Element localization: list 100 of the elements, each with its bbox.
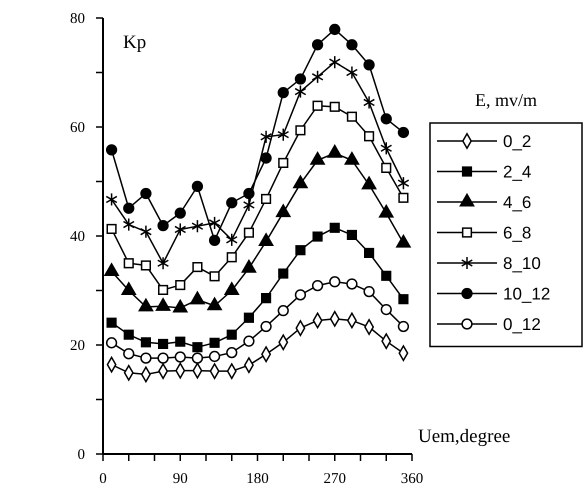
point [174, 207, 186, 219]
point [312, 100, 323, 111]
legend-label: 6_8 [503, 224, 532, 242]
point [226, 330, 237, 340]
point [123, 348, 134, 360]
point [330, 222, 340, 233]
point [380, 304, 392, 316]
point [208, 350, 220, 362]
point [363, 59, 375, 70]
point [381, 270, 392, 281]
point [175, 280, 186, 290]
point [294, 289, 306, 300]
legend-label: 0_2 [503, 132, 532, 151]
point [278, 158, 288, 168]
point [140, 337, 151, 348]
point [210, 271, 220, 282]
point [260, 152, 272, 164]
point [260, 320, 272, 332]
point [364, 131, 374, 142]
x-tick-label: 180 [246, 471, 269, 487]
point [328, 55, 341, 69]
point [278, 87, 289, 98]
point [244, 228, 254, 238]
point [346, 112, 357, 122]
point [260, 130, 272, 144]
point [312, 70, 324, 84]
point [242, 198, 255, 212]
point [294, 73, 306, 85]
point [363, 286, 375, 298]
point [398, 126, 410, 138]
point [295, 125, 306, 136]
point [346, 230, 357, 240]
point [106, 337, 118, 348]
x-tick-label: 0 [99, 471, 107, 487]
point [192, 262, 202, 272]
point [243, 188, 255, 200]
point [140, 188, 152, 200]
legend-label: 2_4 [503, 162, 532, 182]
point [312, 231, 323, 242]
y-tick-label: 60 [70, 120, 85, 136]
point [363, 96, 376, 110]
point [329, 24, 340, 36]
point [140, 352, 152, 364]
point [346, 278, 358, 290]
point [123, 202, 134, 214]
point [210, 338, 220, 348]
point [244, 312, 254, 323]
legend-label: 10_12 [503, 284, 550, 304]
point [175, 336, 186, 347]
point [192, 352, 204, 364]
point [140, 260, 151, 271]
point [192, 342, 202, 352]
point [158, 338, 168, 349]
point [106, 318, 117, 328]
point [124, 330, 134, 340]
point [243, 336, 255, 347]
point [106, 224, 117, 234]
point [381, 162, 392, 173]
point [294, 84, 306, 98]
point [140, 224, 152, 238]
point [174, 351, 186, 363]
y-tick-label: 0 [78, 447, 85, 463]
point [380, 113, 392, 124]
point [278, 268, 288, 279]
point [208, 216, 221, 230]
point [158, 284, 168, 296]
point [346, 66, 358, 80]
point [312, 280, 324, 292]
point [106, 192, 118, 206]
point [277, 128, 290, 142]
y-tick-label: 20 [70, 338, 85, 354]
point [261, 293, 272, 304]
x-tick-label: 90 [172, 471, 188, 487]
point [398, 192, 408, 203]
legend-label: 8_10 [503, 254, 541, 273]
point [191, 219, 204, 233]
point [226, 233, 238, 247]
point [157, 352, 169, 364]
point [278, 305, 289, 316]
x-tick-label: 270 [324, 471, 346, 487]
point [261, 194, 272, 204]
x-tick-label: 360 [400, 471, 424, 487]
point [346, 39, 358, 50]
point [397, 176, 410, 190]
legend-label: 4_6 [503, 193, 532, 212]
point [226, 197, 238, 208]
point [329, 276, 340, 288]
point [295, 245, 306, 256]
point [157, 220, 169, 232]
y-tick-label: 40 [70, 229, 85, 245]
y-axis-title: Kp [123, 32, 146, 53]
legend-label: 0_12 [503, 315, 541, 334]
x-axis-title: Uem,degree [418, 426, 510, 447]
point [330, 102, 340, 112]
point [226, 252, 237, 262]
point [380, 141, 392, 156]
point [157, 256, 170, 270]
point [106, 144, 118, 156]
y-tick-label: 80 [70, 11, 85, 27]
point [398, 294, 408, 304]
